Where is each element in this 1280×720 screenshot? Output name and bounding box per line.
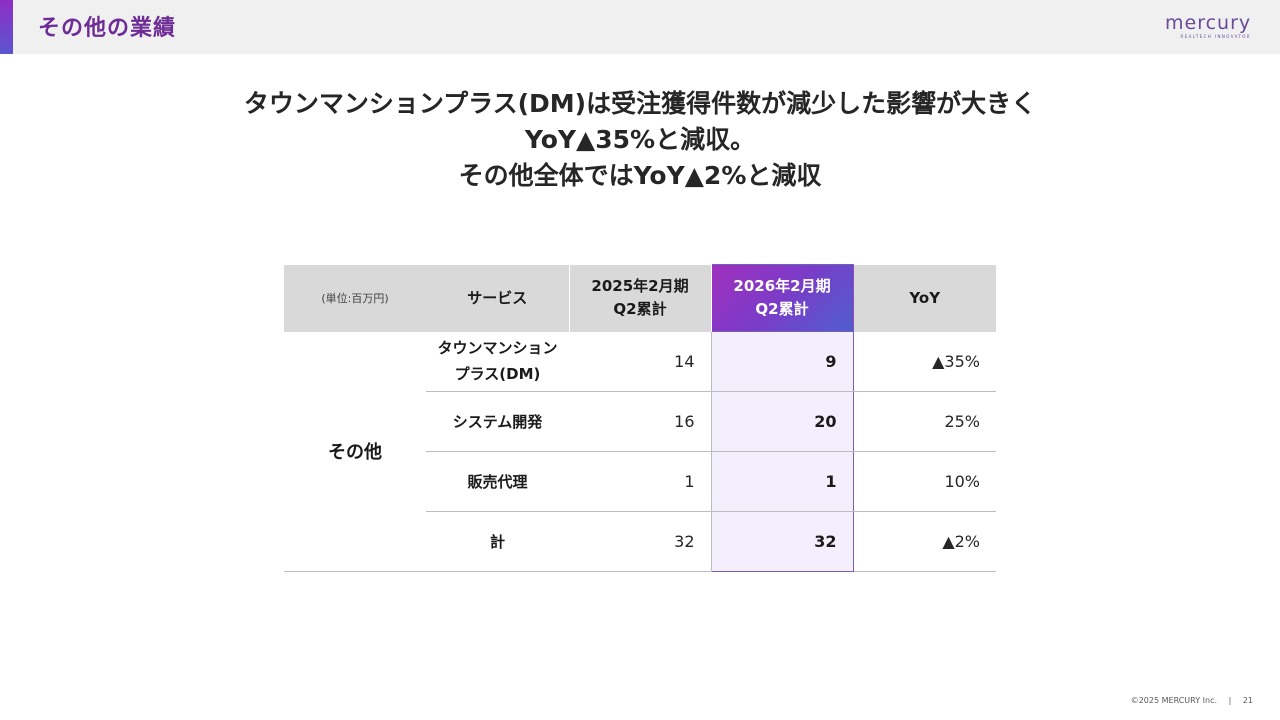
current-value: 32 xyxy=(710,511,854,572)
headline: タウンマンションプラス(DM)は受注獲得件数が減少した影響が大きく YoY▲35… xyxy=(0,86,1280,194)
footer-separator: | xyxy=(1228,696,1232,705)
header-cur-line2: Q2累計 xyxy=(755,300,809,318)
prev-value: 14 xyxy=(569,331,712,392)
yoy-value: 25% xyxy=(853,391,996,452)
header-prev-period: 2025年2月期 Q2累計 xyxy=(569,264,712,332)
logo-tagline: REALTECH INNOVATOR xyxy=(1180,34,1251,39)
group-label: その他 xyxy=(284,331,426,572)
headline-line-3: その他全体ではYoY▲2%と減収 xyxy=(458,161,822,190)
header-service: サービス xyxy=(426,264,570,332)
header-prev-line1: 2025年2月期 xyxy=(591,277,689,295)
yoy-value: 10% xyxy=(853,451,996,512)
footer: ©2025 MERCURY Inc. | 21 xyxy=(1131,696,1253,705)
headline-line-2: YoY▲35%と減収。 xyxy=(524,125,756,154)
service-cell: システム開発 xyxy=(426,391,569,452)
header-yoy: YoY xyxy=(853,264,996,332)
header-prev-line2: Q2累計 xyxy=(613,300,667,318)
current-value: 9 xyxy=(710,331,854,392)
header-accent-stripe xyxy=(0,0,13,54)
header-bar: その他の業績 mercury REALTECH INNOVATOR xyxy=(0,0,1280,54)
copyright: ©2025 MERCURY Inc. xyxy=(1130,696,1218,705)
current-value: 1 xyxy=(710,451,854,512)
yoy-value: ▲35% xyxy=(853,331,996,392)
mercury-logo: mercury REALTECH INNOVATOR xyxy=(1165,14,1251,42)
table-header-row: (単位:百万円) サービス 2025年2月期 Q2累計 2026年2月期 Q2累… xyxy=(284,264,996,332)
service-name-line2: プラス(DM) xyxy=(454,365,541,384)
service-cell: 販売代理 xyxy=(426,451,569,512)
table-row: その他 タウンマンション プラス(DM) 14 9 ▲35% xyxy=(284,331,996,572)
table-row-total: 計 32 32 ▲2% xyxy=(284,511,996,572)
page-title: その他の業績 xyxy=(38,16,177,41)
service-cell: タウンマンション プラス(DM) xyxy=(426,331,569,392)
table-row: システム開発 16 20 25% xyxy=(284,391,996,452)
performance-table: (単位:百万円) サービス 2025年2月期 Q2累計 2026年2月期 Q2累… xyxy=(284,264,996,572)
table-row: 販売代理 1 1 10% xyxy=(284,451,996,512)
logo-wordmark: mercury xyxy=(1165,12,1252,34)
current-value: 20 xyxy=(710,391,854,452)
header-cur-line1: 2026年2月期 xyxy=(733,277,831,295)
unit-label: (単位:百万円) xyxy=(284,264,426,332)
service-cell-total: 計 xyxy=(426,511,569,572)
prev-value: 16 xyxy=(569,391,712,452)
header-current-period: 2026年2月期 Q2累計 xyxy=(710,264,854,332)
page-number: 21 xyxy=(1242,696,1253,705)
yoy-value: ▲2% xyxy=(853,511,996,572)
prev-value: 32 xyxy=(569,511,712,572)
service-name-line1: タウンマンション xyxy=(437,339,558,358)
prev-value: 1 xyxy=(569,451,712,512)
headline-line-1: タウンマンションプラス(DM)は受注獲得件数が減少した影響が大きく xyxy=(243,89,1037,118)
